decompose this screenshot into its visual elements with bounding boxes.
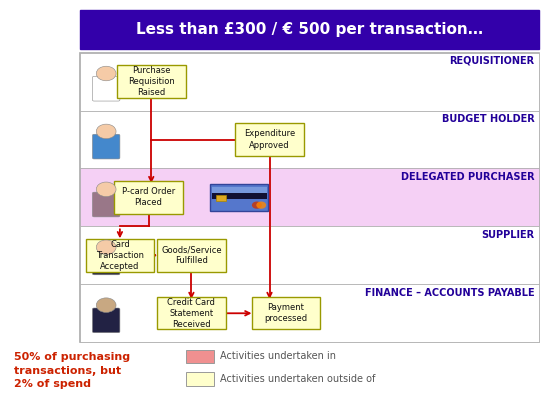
FancyBboxPatch shape — [92, 192, 120, 217]
FancyBboxPatch shape — [81, 286, 128, 340]
Text: Purchase
Requisition
Raised: Purchase Requisition Raised — [128, 66, 175, 97]
FancyBboxPatch shape — [80, 168, 539, 226]
FancyBboxPatch shape — [80, 10, 539, 49]
FancyBboxPatch shape — [212, 193, 267, 200]
Circle shape — [96, 66, 116, 81]
Text: FINANCE – ACCOUNTS PAYABLE: FINANCE – ACCOUNTS PAYABLE — [365, 288, 535, 298]
FancyBboxPatch shape — [210, 184, 268, 211]
FancyBboxPatch shape — [186, 350, 214, 363]
FancyBboxPatch shape — [117, 66, 186, 98]
FancyBboxPatch shape — [80, 53, 539, 111]
Circle shape — [96, 240, 116, 254]
FancyBboxPatch shape — [80, 284, 539, 342]
Text: SUPPLIER: SUPPLIER — [481, 230, 535, 240]
Circle shape — [96, 298, 116, 313]
Text: REQUISITIONER: REQUISITIONER — [449, 56, 535, 66]
FancyBboxPatch shape — [81, 171, 128, 224]
Text: Expenditure
Approved: Expenditure Approved — [244, 130, 295, 149]
Text: P-card Order
Placed: P-card Order Placed — [122, 188, 175, 207]
Text: Activities undertaken outside of: Activities undertaken outside of — [220, 374, 375, 384]
Text: DELEGATED PURCHASER: DELEGATED PURCHASER — [401, 172, 535, 182]
Text: Less than £300 / € 500 per transaction…: Less than £300 / € 500 per transaction… — [136, 22, 483, 37]
FancyBboxPatch shape — [92, 134, 120, 159]
FancyBboxPatch shape — [252, 297, 320, 330]
FancyBboxPatch shape — [86, 239, 154, 271]
Text: Goods/Service
Fulfilled: Goods/Service Fulfilled — [161, 245, 222, 265]
FancyBboxPatch shape — [80, 53, 539, 342]
Circle shape — [96, 124, 116, 139]
Text: 50% of purchasing
transactions, but
2% of spend: 50% of purchasing transactions, but 2% o… — [14, 352, 130, 389]
Circle shape — [256, 201, 266, 209]
FancyBboxPatch shape — [80, 226, 539, 284]
FancyBboxPatch shape — [81, 113, 128, 166]
FancyBboxPatch shape — [157, 297, 226, 330]
FancyBboxPatch shape — [81, 55, 128, 109]
FancyBboxPatch shape — [81, 228, 128, 282]
FancyBboxPatch shape — [92, 77, 120, 101]
FancyBboxPatch shape — [114, 181, 183, 214]
FancyBboxPatch shape — [157, 239, 226, 271]
Text: Credit Card
Statement
Received: Credit Card Statement Received — [167, 298, 216, 329]
FancyBboxPatch shape — [216, 196, 226, 201]
FancyBboxPatch shape — [92, 250, 120, 275]
FancyBboxPatch shape — [235, 124, 304, 156]
FancyBboxPatch shape — [212, 186, 267, 194]
Circle shape — [96, 182, 116, 197]
Text: BUDGET HOLDER: BUDGET HOLDER — [442, 114, 535, 124]
FancyBboxPatch shape — [92, 308, 120, 333]
FancyBboxPatch shape — [186, 372, 214, 386]
FancyBboxPatch shape — [80, 111, 539, 168]
Text: Card
Transaction
Accepted: Card Transaction Accepted — [96, 240, 144, 271]
Text: Activities undertaken in: Activities undertaken in — [220, 352, 336, 361]
Circle shape — [252, 201, 262, 209]
Text: Payment
processed: Payment processed — [265, 303, 307, 323]
